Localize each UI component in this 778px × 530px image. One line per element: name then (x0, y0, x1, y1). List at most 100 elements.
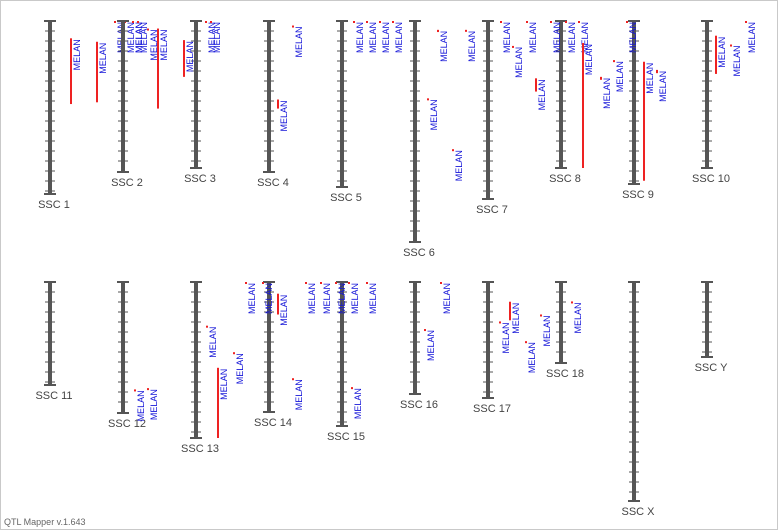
qtl-label: MELAN (502, 22, 512, 53)
qtl-label: MELAN (353, 388, 363, 419)
qtl-label: MELAN (645, 63, 655, 94)
qtl-interval (335, 282, 337, 284)
qtl-interval (277, 99, 279, 109)
qtl-interval (134, 389, 136, 392)
qtl-interval (137, 21, 139, 23)
qtl-label: MELAN (528, 22, 538, 53)
chromosome-label: SSC 2 (111, 177, 143, 189)
chromosome-label: SSC Y (695, 362, 728, 374)
qtl-label: MELAN (279, 101, 289, 132)
chromosome-13: SSC 13 MELAN MELAN MELAN (181, 281, 245, 455)
chromosome-bar (121, 21, 125, 172)
chromosome-bar (559, 21, 563, 168)
chromosome-label: SSC 7 (476, 204, 508, 216)
qtl-interval (114, 21, 116, 23)
qtl-interval (730, 44, 732, 47)
qtl-interval (512, 45, 514, 48)
qtl-label: MELAN (208, 327, 218, 358)
qtl-label: MELAN (149, 30, 159, 61)
qtl-interval (96, 41, 98, 103)
chromosome-label: SSC 9 (622, 189, 654, 201)
chromosome-bar (194, 21, 198, 168)
qtl-label: MELAN (501, 322, 511, 353)
qtl-interval (205, 21, 207, 23)
qtl-label: MELAN (567, 22, 577, 53)
qtl-label: MELAN (628, 22, 638, 53)
qtl-interval (499, 321, 501, 324)
chromosome-6: SSC 6 MELAN MELAN MELAN MELAN (403, 20, 477, 259)
chromosome-label: SSC 1 (38, 199, 70, 211)
qtl-label: MELAN (429, 99, 439, 130)
version-footer: QTL Mapper v.1.643 (4, 517, 86, 527)
chromosome-label: SSC 3 (184, 173, 216, 185)
qtl-label: MELAN (368, 22, 378, 53)
chromosome-label: SSC 17 (473, 403, 511, 415)
qtl-label: MELAN (72, 39, 82, 70)
qtl-label: MELAN (602, 78, 612, 109)
qtl-interval (217, 367, 219, 438)
qtl-interval (157, 28, 159, 109)
qtl-interval (582, 43, 584, 168)
qtl-label: MELAN (355, 22, 365, 53)
qtl-interval (353, 21, 355, 23)
qtl-label: MELAN (658, 71, 668, 102)
chromosome-label: SSC X (621, 506, 655, 518)
qtl-label: MELAN (294, 27, 304, 58)
chromosome-label: SSC 15 (327, 431, 365, 443)
qtl-interval (440, 282, 442, 284)
chromosome-label: SSC 13 (181, 443, 219, 455)
qtl-label: MELAN (247, 283, 257, 314)
qtl-interval (292, 378, 294, 381)
qtl-label: MELAN (527, 342, 537, 373)
qtl-label: MELAN (368, 283, 378, 314)
chromosome-16: SSC 16 MELAN MELAN (400, 281, 452, 411)
qtl-label: MELAN (394, 22, 404, 53)
qtl-label: MELAN (185, 41, 195, 72)
qtl-interval (571, 301, 573, 304)
qtl-interval (565, 21, 567, 23)
qtl-interval (500, 21, 502, 23)
qtl-label: MELAN (294, 379, 304, 410)
qtl-label: MELAN (426, 330, 436, 361)
qtl-interval (233, 352, 235, 355)
chromosome-bar (267, 21, 271, 172)
qtl-interval (183, 40, 185, 77)
qtl-label: MELAN (307, 283, 317, 314)
qtl-interval (379, 21, 381, 23)
qtl-interval (745, 21, 747, 23)
chromosome-bar (48, 282, 52, 385)
qtl-label: MELAN (126, 22, 136, 53)
qtl-interval (427, 98, 429, 101)
qtl-interval (210, 21, 212, 23)
chromosome-19: SSC X (621, 281, 655, 518)
chromosome-label: SSC 6 (403, 247, 435, 259)
chromosome-20: SSC Y (695, 281, 728, 374)
qtl-interval (206, 325, 208, 328)
chromosome-label: SSC 10 (692, 173, 730, 185)
chromosome-bar (413, 282, 417, 394)
chromosome-bar (340, 21, 344, 187)
chromosome-bar (486, 21, 490, 199)
qtl-label: MELAN (552, 22, 562, 53)
qtl-label: MELAN (537, 79, 547, 110)
qtl-interval (578, 21, 580, 23)
qtl-label: MELAN (136, 390, 146, 421)
qtl-interval (245, 282, 247, 284)
qtl-label: MELAN (139, 22, 149, 53)
qtl-interval (526, 21, 528, 23)
chromosome-label: SSC 18 (546, 368, 584, 380)
qtl-label: MELAN (219, 369, 229, 400)
qtl-interval (715, 35, 717, 74)
qtl-interval (437, 29, 439, 33)
chromosome-bar (121, 282, 125, 413)
qtl-interval (132, 21, 134, 23)
qtl-interval (525, 341, 527, 344)
chromosome-4: SSC 4 MELAN MELAN (257, 20, 304, 189)
qtl-label: MELAN (732, 46, 742, 77)
